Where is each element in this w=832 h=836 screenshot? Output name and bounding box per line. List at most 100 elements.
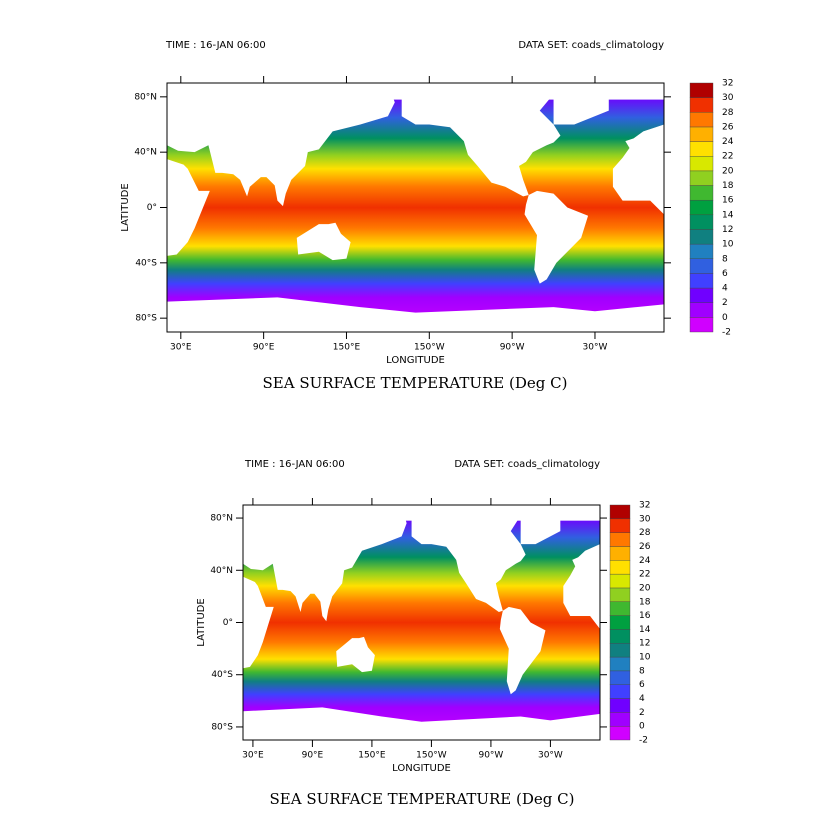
colorbar-label: 20 xyxy=(722,166,734,176)
time-label: TIME : 16-JAN 06:00 xyxy=(165,40,266,51)
x-tick-label: 150°W xyxy=(414,343,445,353)
colorbar-box xyxy=(609,504,631,520)
colorbar-box xyxy=(689,185,714,201)
colorbar-label: 4 xyxy=(722,284,728,294)
y-tick-label: 80°N xyxy=(134,92,157,102)
colorbar-label: 0 xyxy=(639,722,645,732)
y-tick-label: 40°S xyxy=(211,670,233,680)
colorbar-box xyxy=(609,698,631,713)
colorbar-label: 4 xyxy=(639,694,645,704)
x-tick-label: 30°W xyxy=(583,343,608,353)
colorbar-label: 12 xyxy=(639,639,650,649)
colorbar-box xyxy=(689,287,714,303)
y-tick-label: 0° xyxy=(147,203,157,213)
colorbar-label: 20 xyxy=(639,583,651,593)
map-title: SEA SURFACE TEMPERATURE (Deg C) xyxy=(270,790,575,808)
y-tick-label: 40°N xyxy=(134,148,157,158)
colorbar-box xyxy=(609,560,631,575)
map-title: SEA SURFACE TEMPERATURE (Deg C) xyxy=(263,374,568,392)
y-tick-label: 80°S xyxy=(211,722,233,732)
colorbar-label: -2 xyxy=(722,328,731,338)
x-tick-label: 30°W xyxy=(538,751,563,761)
x-tick-label: 30°E xyxy=(170,343,192,353)
colorbar-label: 6 xyxy=(639,680,645,690)
colorbar-box xyxy=(609,643,631,658)
colorbar-label: 10 xyxy=(639,653,651,663)
colorbar-label: 2 xyxy=(639,708,645,718)
colorbar-label: 14 xyxy=(722,210,734,220)
colorbar-label: 32 xyxy=(722,79,733,89)
x-tick-label: 150°W xyxy=(416,751,447,761)
colorbar-label: 30 xyxy=(639,514,651,524)
y-tick-label: 0° xyxy=(223,618,233,628)
colorbar-box xyxy=(689,156,714,172)
map-field xyxy=(167,83,664,332)
colorbar-box xyxy=(609,546,631,561)
colorbar-box xyxy=(609,601,631,616)
colorbar-label: 18 xyxy=(639,597,651,607)
colorbar-box xyxy=(609,573,631,589)
colorbar-label: 8 xyxy=(639,666,645,676)
colorbar-box xyxy=(609,670,631,685)
dataset-label: DATA SET: coads_climatology xyxy=(454,459,600,470)
colorbar-box xyxy=(689,141,714,157)
y-tick-label: 80°S xyxy=(135,314,157,324)
colorbar-box xyxy=(609,518,631,533)
colorbar-label: 32 xyxy=(639,501,650,511)
colorbar-box xyxy=(609,629,631,644)
colorbar-box xyxy=(689,317,714,333)
map-field xyxy=(243,505,600,740)
colorbar-box xyxy=(689,126,714,142)
colorbar-label: 24 xyxy=(639,556,651,566)
colorbar-label: 16 xyxy=(722,196,734,206)
colorbar-box xyxy=(689,199,714,216)
colorbar-label: 14 xyxy=(639,625,651,635)
x-tick-label: 90°E xyxy=(302,751,324,761)
colorbar-label: 26 xyxy=(639,542,651,552)
x-tick-label: 150°E xyxy=(333,343,361,353)
colorbar-box xyxy=(689,273,714,289)
colorbar-label: 10 xyxy=(722,240,734,250)
colorbar-box xyxy=(689,258,714,274)
colorbar-box xyxy=(689,170,714,186)
colorbar-label: 16 xyxy=(639,611,651,621)
x-tick-label: 90°W xyxy=(500,343,525,353)
colorbar-box xyxy=(609,587,631,602)
x-axis-label: LONGITUDE xyxy=(392,763,451,774)
colorbar-label: 22 xyxy=(639,570,650,580)
colorbar-label: 2 xyxy=(722,298,728,308)
x-tick-label: 30°E xyxy=(242,751,264,761)
x-tick-label: 90°E xyxy=(253,343,275,353)
y-tick-label: 40°N xyxy=(210,566,233,576)
y-tick-label: 40°S xyxy=(135,258,157,268)
x-axis-label: LONGITUDE xyxy=(386,355,445,366)
colorbar-label: 0 xyxy=(722,313,728,323)
colorbar-label: 12 xyxy=(722,225,733,235)
time-label: TIME : 16-JAN 06:00 xyxy=(244,459,345,470)
colorbar-box xyxy=(689,243,714,259)
colorbar-box xyxy=(609,725,631,741)
colorbar-label: 18 xyxy=(722,181,734,191)
colorbar-label: 6 xyxy=(722,269,728,279)
colorbar-box xyxy=(609,684,631,699)
colorbar-box xyxy=(609,656,631,672)
dataset-label: DATA SET: coads_climatology xyxy=(518,40,664,51)
colorbar-box xyxy=(689,112,714,128)
colorbar-box xyxy=(609,532,631,547)
colorbar-label: 24 xyxy=(722,137,734,147)
colorbar-box xyxy=(609,712,631,727)
y-axis-label: LATITUDE xyxy=(196,598,207,646)
colorbar-label: 30 xyxy=(722,93,734,103)
colorbar-box xyxy=(689,302,714,318)
colorbar-label: 28 xyxy=(639,528,651,538)
colorbar-box xyxy=(689,82,714,98)
colorbar-label: 26 xyxy=(722,122,734,132)
y-tick-label: 80°N xyxy=(210,514,233,524)
colorbar-label: 8 xyxy=(722,254,728,264)
colorbar-box xyxy=(609,615,631,630)
colorbar-box xyxy=(689,229,714,245)
colorbar-label: 22 xyxy=(722,152,733,162)
colorbar-label: -2 xyxy=(639,736,648,746)
x-tick-label: 150°E xyxy=(358,751,386,761)
colorbar-box xyxy=(689,214,714,230)
